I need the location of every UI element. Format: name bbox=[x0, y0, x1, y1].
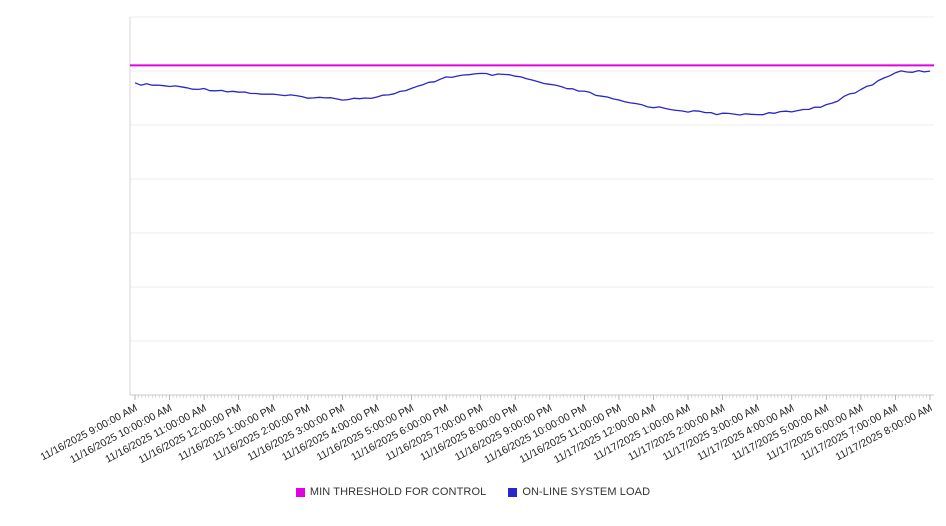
legend-item-min-threshold[interactable]: MIN THRESHOLD FOR CONTROL bbox=[295, 486, 487, 498]
magenta-square-icon bbox=[295, 487, 305, 497]
legend-label-min-threshold: MIN THRESHOLD FOR CONTROL bbox=[309, 486, 487, 498]
legend: MIN THRESHOLD FOR CONTROL ON-LINE SYSTEM… bbox=[0, 486, 946, 498]
system-load-line bbox=[134, 69, 931, 116]
legend-item-system-load[interactable]: ON-LINE SYSTEM LOAD bbox=[508, 486, 650, 498]
blue-square-icon bbox=[508, 487, 518, 497]
legend-label-system-load: ON-LINE SYSTEM LOAD bbox=[522, 486, 651, 498]
